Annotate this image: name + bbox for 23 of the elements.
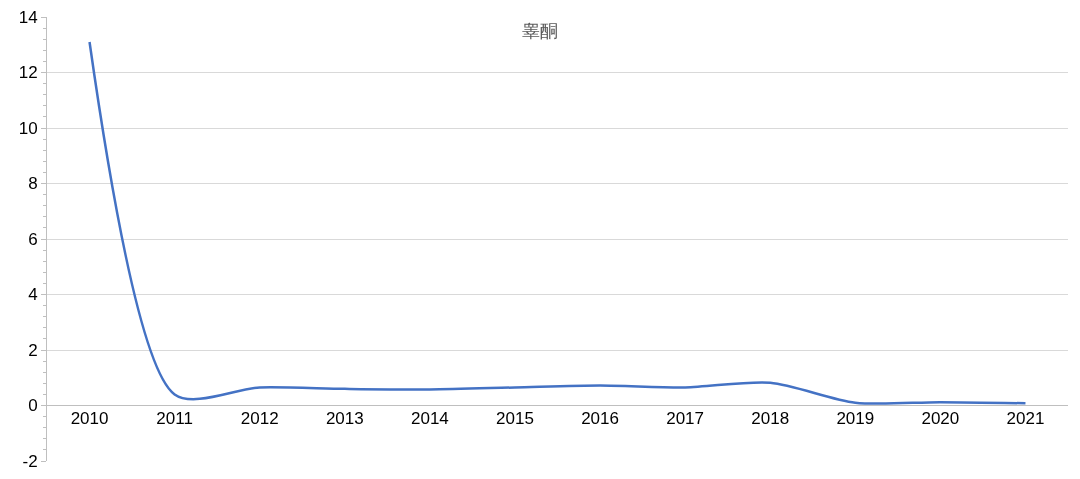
y-tick-label: 0 — [28, 396, 38, 416]
x-tick-label: 2017 — [666, 408, 705, 428]
y-tick-label: 6 — [28, 229, 38, 249]
y-tick-label: 14 — [18, 7, 38, 27]
y-tick-label: 12 — [18, 63, 38, 83]
y-tick-label: 8 — [28, 174, 38, 194]
x-tick-label: 2015 — [496, 408, 534, 428]
y-tick-label: 10 — [18, 118, 38, 138]
x-tick-label: 2013 — [325, 408, 364, 428]
x-tick-label: 2011 — [156, 408, 193, 428]
x-tick-label: 2010 — [70, 408, 109, 428]
x-tick-label: 2016 — [581, 408, 619, 428]
y-tick-label: -2 — [22, 451, 38, 471]
chart-title: 睾酮 — [522, 19, 558, 41]
y-tick-label: 4 — [28, 285, 38, 305]
x-tick-label: 2014 — [410, 408, 449, 428]
x-tick-label: 2021 — [1006, 408, 1045, 428]
x-tick-label: 2012 — [240, 408, 279, 428]
y-tick-label: 2 — [28, 340, 38, 360]
x-tick-label: 2018 — [751, 408, 790, 428]
x-tick-label: 2020 — [921, 408, 960, 428]
x-tick-label: 2019 — [836, 408, 875, 428]
line-series — [88, 40, 1027, 405]
